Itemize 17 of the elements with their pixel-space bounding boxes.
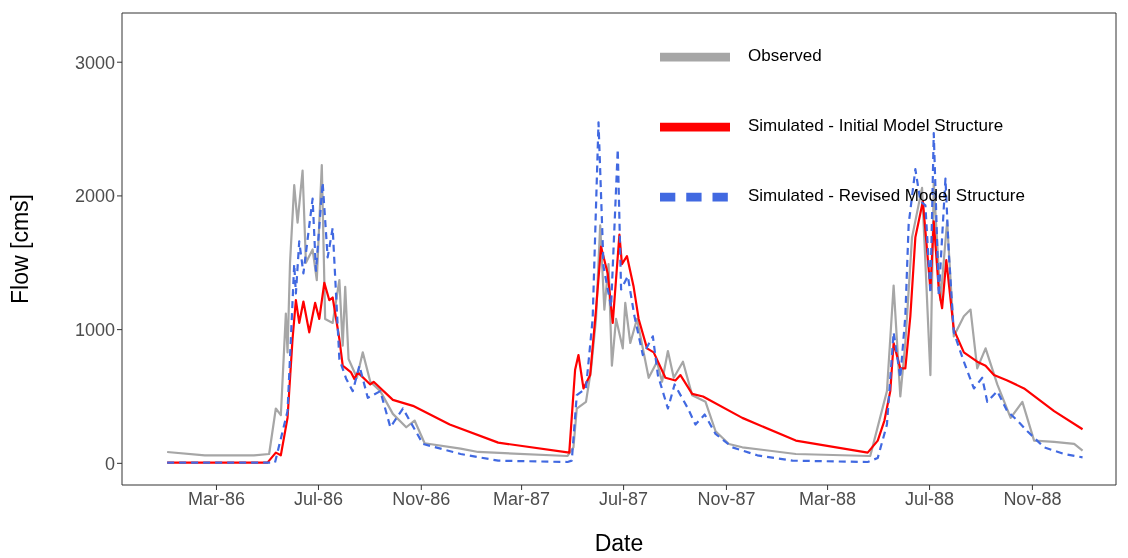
legend-label: Simulated - Initial Model Structure — [748, 116, 1004, 136]
x-tick-label: Mar-88 — [799, 488, 857, 509]
y-tick-label: 1000 — [74, 320, 115, 341]
x-tick-label: Mar-87 — [493, 488, 551, 509]
y-tick-label: 2000 — [74, 186, 115, 207]
x-tick-label: Nov-88 — [1003, 488, 1062, 509]
y-axis-title: Flow [cms] — [7, 194, 34, 304]
x-tick-label: Mar-86 — [187, 488, 245, 509]
x-axis-title: Date — [594, 530, 644, 556]
legend-label: Observed — [748, 46, 822, 66]
y-tick-label: 0 — [104, 453, 115, 474]
y-tick-label: 3000 — [74, 52, 115, 73]
x-tick-label: Jul-88 — [905, 488, 955, 509]
x-tick-label: Nov-87 — [697, 488, 756, 509]
x-tick-label: Nov-86 — [392, 488, 451, 509]
x-tick-label: Jul-86 — [293, 488, 343, 509]
x-tick-label: Jul-87 — [599, 488, 649, 509]
